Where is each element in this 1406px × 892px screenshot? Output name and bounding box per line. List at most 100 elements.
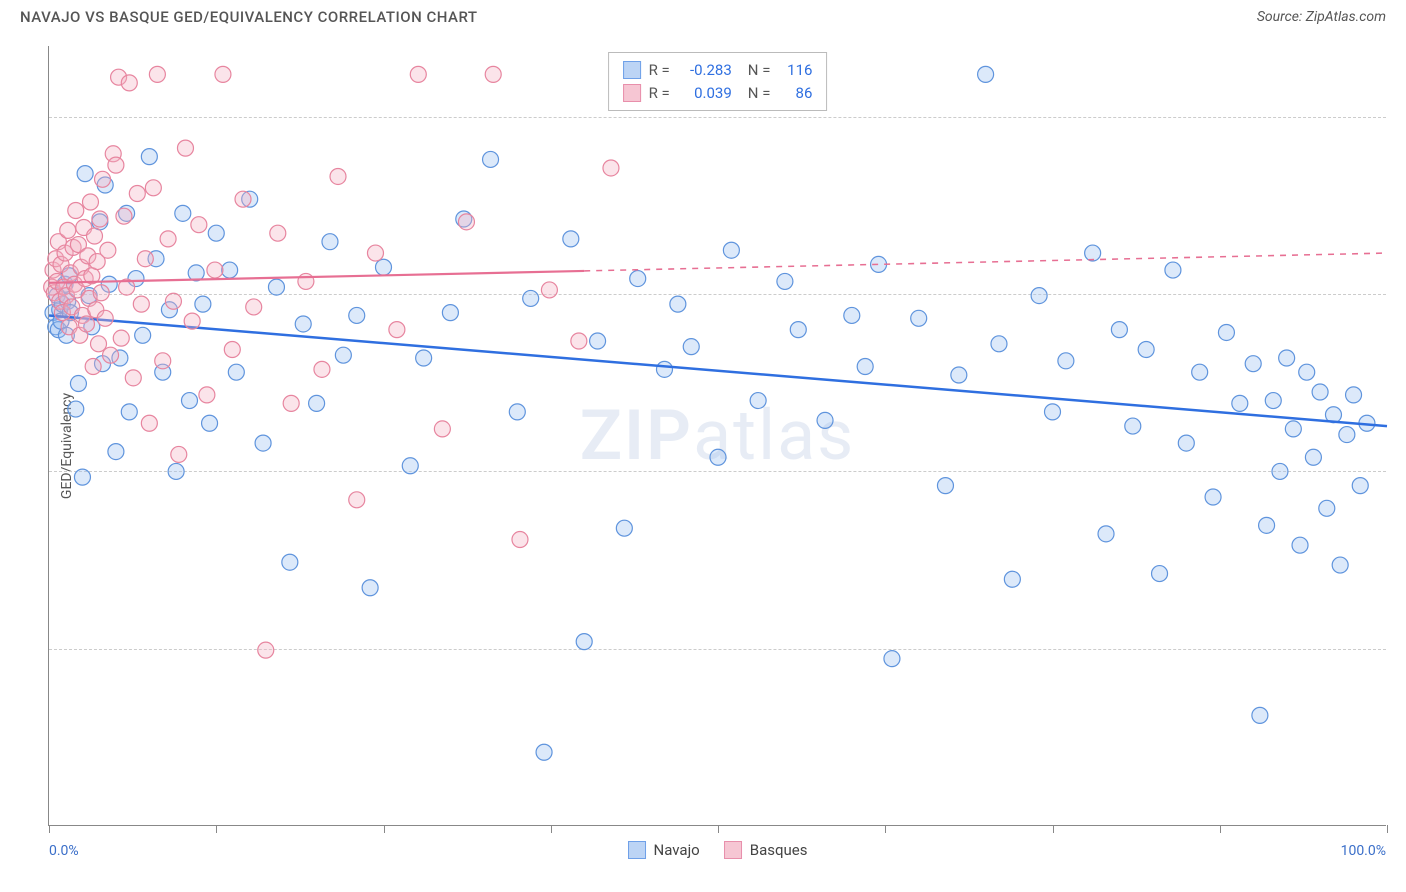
data-point — [91, 336, 107, 352]
legend-r-label: R = — [649, 59, 670, 82]
data-point — [255, 435, 271, 451]
legend-r-value: -0.283 — [678, 59, 732, 82]
data-point — [199, 387, 215, 403]
data-point — [68, 203, 84, 219]
data-point — [670, 296, 686, 312]
data-point — [1098, 526, 1114, 542]
data-point — [1285, 421, 1301, 437]
x-tick — [384, 825, 385, 833]
data-point — [1272, 463, 1288, 479]
x-tick — [885, 825, 886, 833]
data-point — [817, 412, 833, 428]
data-point — [523, 290, 539, 306]
data-point — [108, 157, 124, 173]
data-point — [1152, 566, 1168, 582]
data-point — [1332, 557, 1348, 573]
data-point — [1265, 393, 1281, 409]
data-point — [103, 347, 119, 363]
data-point — [1259, 517, 1275, 533]
y-tick-label: 87.5% — [1396, 286, 1406, 302]
data-point — [485, 66, 501, 82]
data-point — [116, 208, 132, 224]
data-point — [1085, 245, 1101, 261]
data-point — [376, 259, 392, 275]
data-point — [402, 458, 418, 474]
data-point — [1192, 364, 1208, 380]
legend-n-label: N = — [748, 59, 771, 82]
data-point — [121, 75, 137, 91]
data-point — [258, 642, 274, 658]
data-point — [1058, 353, 1074, 369]
data-point — [857, 359, 873, 375]
data-point — [82, 194, 98, 210]
data-point — [1352, 478, 1368, 494]
x-tick — [1387, 825, 1388, 833]
data-point — [1319, 500, 1335, 516]
data-point — [93, 285, 109, 301]
data-point — [416, 350, 432, 366]
data-point — [1004, 571, 1020, 587]
legend-series-item: Basques — [724, 841, 808, 859]
legend-n-value: 86 — [778, 82, 812, 105]
x-tick — [49, 825, 50, 833]
data-point — [576, 634, 592, 650]
data-point — [137, 251, 153, 267]
legend-series-item: Navajo — [628, 841, 700, 859]
data-point — [270, 225, 286, 241]
data-point — [458, 214, 474, 230]
legend-correlation-row: R =-0.283N =116 — [623, 59, 813, 82]
data-point — [349, 307, 365, 323]
data-point — [1205, 489, 1221, 505]
x-axis-min-label: 0.0% — [49, 843, 79, 859]
data-point — [129, 185, 145, 201]
data-point — [215, 66, 231, 82]
data-point — [295, 316, 311, 332]
data-point — [389, 322, 405, 338]
data-point — [512, 532, 528, 548]
data-point — [322, 234, 338, 250]
data-point — [1299, 364, 1315, 380]
data-point — [616, 520, 632, 536]
legend-r-label: R = — [649, 82, 670, 105]
data-point — [590, 333, 606, 349]
data-point — [844, 307, 860, 323]
data-point — [121, 404, 137, 420]
data-point — [1279, 350, 1295, 366]
data-point — [1111, 322, 1127, 338]
data-point — [1292, 537, 1308, 553]
data-point — [683, 339, 699, 355]
legend-series: Navajo Basques — [628, 841, 808, 859]
chart-source: Source: ZipAtlas.com — [1257, 9, 1386, 25]
data-point — [541, 282, 557, 298]
data-point — [1339, 427, 1355, 443]
data-point — [1218, 324, 1234, 340]
data-point — [222, 262, 238, 278]
data-point — [77, 166, 93, 182]
data-point — [298, 273, 314, 289]
data-point — [149, 66, 165, 82]
data-point — [790, 322, 806, 338]
chart-header: NAVAJO VS BASQUE GED/EQUIVALENCY CORRELA… — [0, 0, 1406, 32]
plot-svg — [49, 46, 1386, 825]
data-point — [603, 160, 619, 176]
data-point — [177, 140, 193, 156]
data-point — [235, 191, 251, 207]
data-point — [145, 180, 161, 196]
legend-swatch — [623, 61, 641, 79]
data-point — [165, 293, 181, 309]
data-point — [937, 478, 953, 494]
data-point — [1165, 262, 1181, 278]
data-point — [367, 245, 383, 261]
data-point — [202, 415, 218, 431]
data-point — [410, 66, 426, 82]
trend-line-extrapolated — [584, 253, 1387, 271]
data-point — [78, 316, 94, 332]
data-point — [777, 273, 793, 289]
x-tick — [551, 825, 552, 833]
data-point — [191, 217, 207, 233]
data-point — [1138, 341, 1154, 357]
data-point — [60, 222, 76, 238]
legend-series-label: Navajo — [654, 841, 700, 859]
chart-title: NAVAJO VS BASQUE GED/EQUIVALENCY CORRELA… — [20, 8, 478, 26]
data-point — [282, 554, 298, 570]
